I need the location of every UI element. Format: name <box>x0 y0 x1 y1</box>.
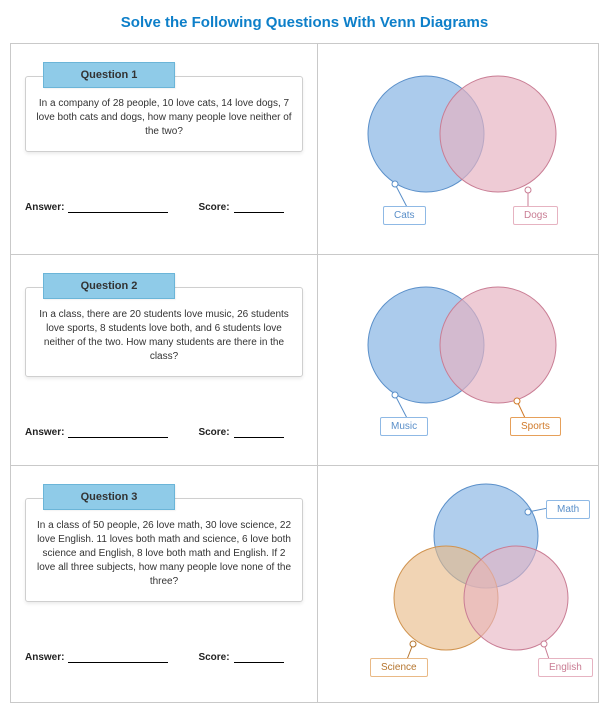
answer-label: Answer: <box>25 652 64 663</box>
venn-leader-dot <box>410 641 416 647</box>
score-label: Score: <box>198 202 229 213</box>
venn-label: Cats <box>383 206 426 225</box>
venn-cell: Math Science English <box>318 466 598 702</box>
page-title: Solve the Following Questions With Venn … <box>10 14 599 31</box>
answer-row: Answer: Score: <box>25 202 303 213</box>
venn-leader-dot <box>392 392 398 398</box>
answer-row: Answer: Score: <box>25 427 303 438</box>
answer-blank[interactable] <box>68 202 168 213</box>
venn-label: Math <box>546 500 590 519</box>
venn-leader-dot <box>525 187 531 193</box>
answer-blank[interactable] <box>68 427 168 438</box>
question-text: In a class of 50 people, 26 love math, 3… <box>25 498 303 602</box>
venn-circle <box>440 76 556 192</box>
score-label: Score: <box>198 652 229 663</box>
venn-cell: Cats Dogs <box>318 44 598 254</box>
answer-blank[interactable] <box>68 652 168 663</box>
question-text: In a class, there are 20 students love m… <box>25 287 303 377</box>
venn-cell: Music Sports <box>318 255 598 465</box>
venn-circle <box>464 546 568 650</box>
venn-leader-dot <box>392 181 398 187</box>
score-blank[interactable] <box>234 652 284 663</box>
question-header: Question 1 <box>43 62 175 88</box>
question-cell: Question 1In a company of 28 people, 10 … <box>11 44 318 254</box>
question-row: Question 2In a class, there are 20 stude… <box>11 255 598 466</box>
venn-leader-dot <box>525 509 531 515</box>
venn-leader-dot <box>541 641 547 647</box>
question-row: Question 1In a company of 28 people, 10 … <box>11 44 598 255</box>
question-cell: Question 2In a class, there are 20 stude… <box>11 255 318 465</box>
venn-label: Music <box>380 417 428 436</box>
question-row: Question 3In a class of 50 people, 26 lo… <box>11 466 598 702</box>
venn-label: Sports <box>510 417 561 436</box>
venn-label: Dogs <box>513 206 558 225</box>
venn-label: English <box>538 658 593 677</box>
venn-label: Science <box>370 658 428 677</box>
answer-label: Answer: <box>25 427 64 438</box>
venn-circle <box>440 287 556 403</box>
answer-row: Answer: Score: <box>25 652 303 663</box>
answer-label: Answer: <box>25 202 64 213</box>
score-blank[interactable] <box>234 427 284 438</box>
question-cell: Question 3In a class of 50 people, 26 lo… <box>11 466 318 702</box>
score-label: Score: <box>198 427 229 438</box>
question-header: Question 3 <box>43 484 175 510</box>
venn-leader-dot <box>514 398 520 404</box>
worksheet-grid: Question 1In a company of 28 people, 10 … <box>10 43 599 703</box>
score-blank[interactable] <box>234 202 284 213</box>
question-header: Question 2 <box>43 273 175 299</box>
